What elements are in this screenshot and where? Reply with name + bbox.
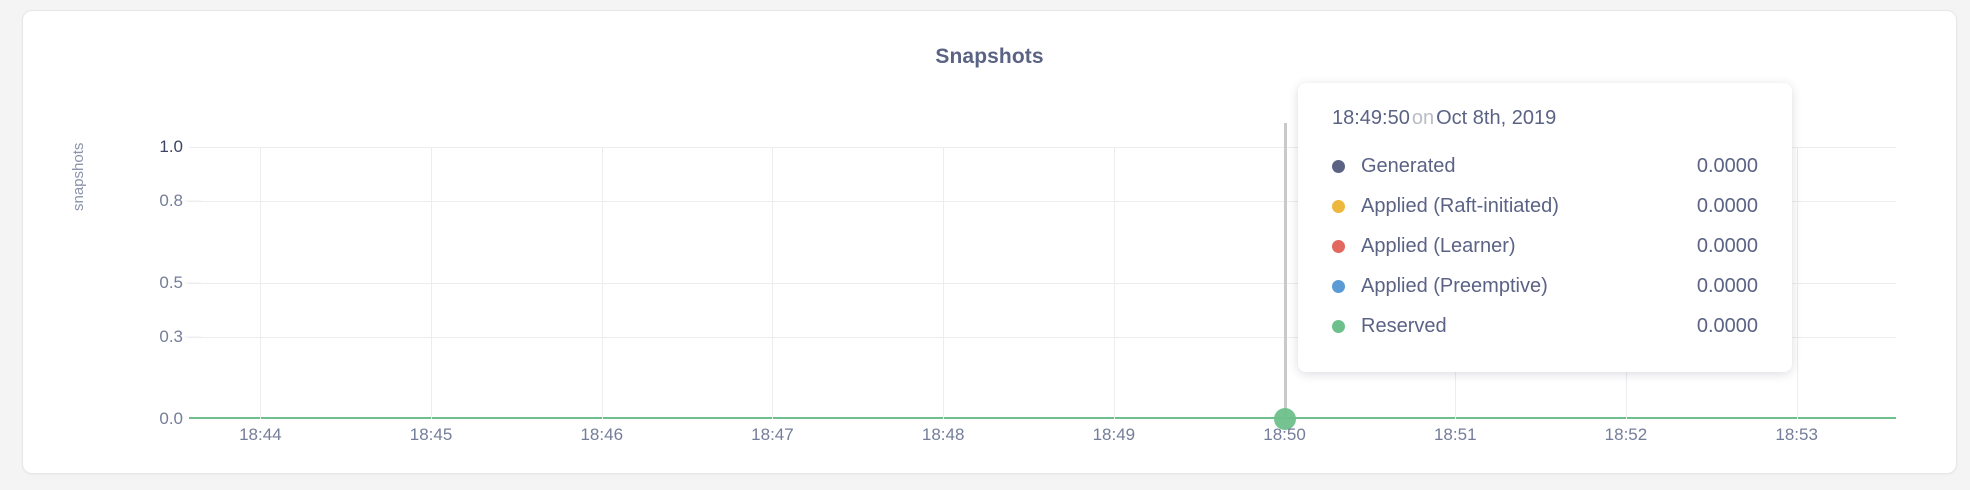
hover-tooltip: 18:49:50 on Oct 8th, 2019 Generated 0.0000 A… <box>1298 83 1792 372</box>
snapshots-chart-card: Snapshots snapshots 1.0 0.8 0.5 0.3 0.0 18:4… <box>22 10 1957 474</box>
tooltip-header: 18:49:50 on Oct 8th, 2019 <box>1332 107 1758 130</box>
x-tick-label: 18:45 <box>409 425 453 444</box>
gridline-vertical <box>943 147 945 419</box>
x-tick-label: 18:44 <box>239 425 282 444</box>
tooltip-row: Applied (Learner) 0.0000 <box>1332 226 1758 266</box>
x-tick-label: 18:47 <box>751 425 794 444</box>
tooltip-rows: Generated 0.0000 Applied (Raft-initiated) 0… <box>1332 146 1758 346</box>
gridline-horizontal <box>189 337 1896 339</box>
tooltip-series-value: 0.0000 <box>1696 274 1758 297</box>
y-axis-ticks: 1.0 0.8 0.5 0.3 0.0 <box>63 137 201 428</box>
series-color-dot-icon <box>1332 279 1345 293</box>
x-axis-ticks: 18:44 18:45 18:46 18:47 18:48 18:49 18:50 18:51… <box>189 425 1896 455</box>
x-tick-label: 18:50 <box>1263 425 1306 444</box>
tooltip-time: 18:49:50 <box>1332 107 1410 129</box>
tooltip-series-label: Applied (Raft-initiated) <box>1361 194 1559 217</box>
tooltip-date: Oct 8th, 2019 <box>1436 107 1557 129</box>
page-title: Snapshots <box>935 45 1044 68</box>
tooltip-row: Generated 0.0000 <box>1332 146 1758 186</box>
tooltip-series-value: 0.0000 <box>1696 154 1758 177</box>
gridline-vertical <box>1113 147 1115 419</box>
x-tick-label: 18:46 <box>580 425 624 444</box>
series-color-dot-icon <box>1332 319 1345 333</box>
series-color-dot-icon <box>1332 199 1345 213</box>
x-tick-label: 18:52 <box>1604 425 1648 444</box>
y-tick-label: 0.8 <box>159 191 183 211</box>
gridline-horizontal <box>189 147 1896 148</box>
gridline-vertical <box>1796 147 1798 419</box>
tooltip-row: Applied (Preemptive) 0.0000 <box>1332 266 1758 306</box>
crosshair-line <box>1283 123 1287 419</box>
gridline-vertical <box>260 147 262 419</box>
x-tick-label: 18:51 <box>1433 425 1477 444</box>
y-tick-label: 1.0 <box>159 137 183 156</box>
tooltip-series-label: Applied (Learner) <box>1361 234 1516 257</box>
hover-data-point[interactable] <box>1273 408 1296 430</box>
y-tick-label: 0.5 <box>159 273 183 292</box>
gridline-vertical <box>431 147 433 419</box>
y-tick-label: 0.0 <box>159 409 183 428</box>
tooltip-series-value: 0.0000 <box>1696 234 1758 257</box>
tooltip-series-value: 0.0000 <box>1696 314 1758 337</box>
tooltip-series-label: Applied (Preemptive) <box>1361 274 1548 297</box>
gridline-vertical <box>601 147 603 419</box>
x-tick-label: 18:49 <box>1092 425 1136 444</box>
x-tick-label: 18:53 <box>1775 425 1818 444</box>
gridline-horizontal <box>189 201 1896 203</box>
gridline-horizontal <box>189 283 1896 284</box>
series-color-dot-icon <box>1332 159 1345 173</box>
tooltip-series-label: Generated <box>1361 154 1456 177</box>
tooltip-series-label: Reserved <box>1361 314 1447 337</box>
tooltip-series-value: 0.0000 <box>1696 194 1758 217</box>
x-tick-label: 18:48 <box>921 425 965 444</box>
y-tick-label: 0.3 <box>159 327 183 347</box>
series-color-dot-icon <box>1332 239 1345 253</box>
tooltip-on-word: on <box>1411 107 1435 129</box>
series-line-reserved <box>189 417 1896 419</box>
gridline-vertical <box>772 147 774 419</box>
tooltip-row: Reserved 0.0000 <box>1332 306 1758 346</box>
tooltip-row: Applied (Raft-initiated) 0.0000 <box>1332 186 1758 226</box>
